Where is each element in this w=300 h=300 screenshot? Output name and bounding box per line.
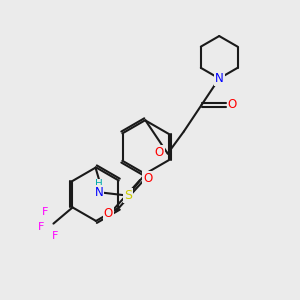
Text: F: F <box>41 207 48 218</box>
Text: O: O <box>227 98 237 111</box>
Text: O: O <box>103 207 113 220</box>
Text: F: F <box>38 222 44 232</box>
Text: N: N <box>95 186 103 199</box>
Text: F: F <box>52 231 58 241</box>
Text: O: O <box>143 172 152 185</box>
Text: O: O <box>155 146 164 159</box>
Text: S: S <box>124 189 132 202</box>
Text: H: H <box>95 179 103 190</box>
Text: N: N <box>215 72 224 85</box>
